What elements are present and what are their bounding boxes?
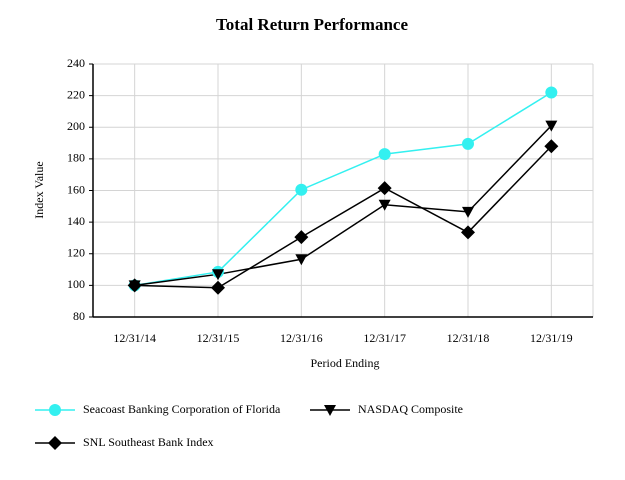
marker: [211, 280, 225, 295]
marker: [378, 148, 391, 161]
series-line: [134, 145, 552, 289]
y-tick-label: 240: [67, 56, 85, 70]
x-tick-label: 12/31/15: [197, 331, 240, 345]
x-tick-label: 12/31/18: [447, 331, 490, 345]
marker: [377, 181, 392, 196]
legend-label: NASDAQ Composite: [358, 402, 463, 416]
y-axis-label: Index Value: [32, 161, 46, 218]
marker: [295, 254, 308, 266]
legend-label: SNL Southeast Bank Index: [83, 435, 214, 449]
y-tick-label: 160: [67, 182, 85, 196]
legend-marker: [49, 404, 61, 416]
y-tick-label: 220: [67, 87, 85, 101]
series-line: [134, 91, 552, 287]
x-tick-label: 12/31/17: [363, 331, 406, 345]
marker: [127, 278, 142, 293]
marker: [544, 139, 559, 154]
x-tick-label: 12/31/14: [113, 331, 156, 345]
marker: [545, 120, 558, 132]
y-tick-label: 180: [67, 151, 85, 165]
legend-label: Seacoast Banking Corporation of Florida: [83, 402, 281, 416]
marker: [378, 199, 391, 211]
marker: [462, 206, 474, 218]
marker: [462, 137, 474, 150]
marker: [212, 269, 224, 281]
x-tick-label: 12/31/16: [280, 331, 323, 345]
y-tick-label: 100: [67, 277, 85, 291]
legend-marker: [324, 405, 336, 416]
y-tick-label: 200: [67, 119, 85, 133]
legend-marker: [48, 436, 62, 450]
x-axis-label: Period Ending: [311, 356, 380, 370]
chart-title: Total Return Performance: [216, 15, 408, 34]
marker: [295, 183, 308, 196]
y-tick-label: 140: [67, 214, 85, 228]
series-line: [134, 125, 552, 287]
y-tick-label: 120: [67, 246, 85, 260]
marker: [545, 86, 558, 99]
y-tick-label: 80: [73, 309, 85, 323]
marker: [461, 225, 475, 240]
marker: [294, 230, 309, 245]
x-tick-label: 12/31/19: [530, 331, 573, 345]
